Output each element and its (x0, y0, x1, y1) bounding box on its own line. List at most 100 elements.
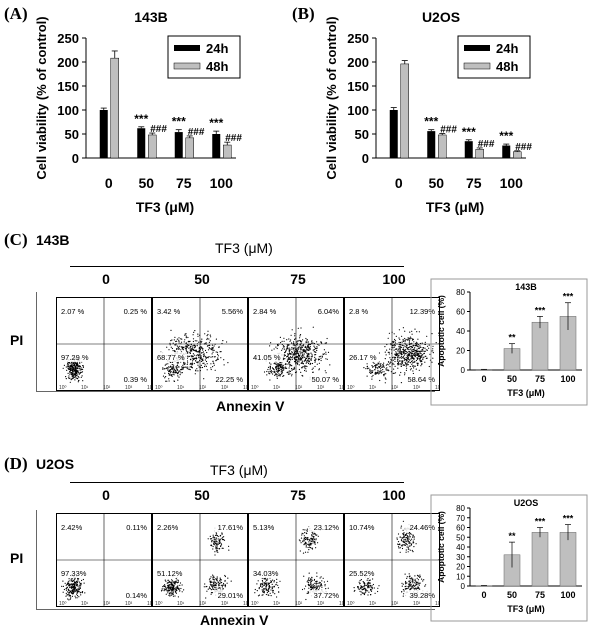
c-event-dot (301, 361, 303, 363)
a-y-tick-label: 100 (57, 103, 79, 118)
d-event-dot (302, 529, 304, 531)
d-event-dot (213, 539, 215, 541)
d-event-dot (175, 581, 177, 583)
c-event-dot (204, 349, 207, 352)
c-event-dot (416, 363, 418, 365)
c-quadrant-label-bg (252, 352, 283, 362)
d-event-dot (213, 538, 215, 540)
d-event-dot (414, 575, 416, 577)
d-event-dot (221, 533, 223, 535)
d-event-dot (72, 592, 74, 594)
c-event-dot (405, 345, 407, 347)
c-event-dot (375, 372, 377, 374)
c-event-dot (292, 355, 294, 357)
c-event-dot (315, 351, 317, 353)
d-event-dot (69, 594, 71, 597)
c-event-dot (181, 346, 183, 348)
c-event-dot (82, 380, 84, 382)
c-event-dot (306, 341, 308, 343)
d-event-dot (412, 535, 414, 537)
c-event-dot (403, 359, 405, 361)
c-x-tick-label: 100 (560, 374, 575, 384)
c-event-dot (302, 354, 304, 356)
d-event-dot (213, 582, 215, 584)
c-event-dot (299, 335, 301, 337)
c-event-dot (283, 348, 285, 350)
d-event-dot (412, 540, 414, 542)
d-event-dot (368, 586, 370, 588)
d-event-dot (211, 584, 213, 586)
c-event-dot (181, 338, 183, 340)
c-event-dot (314, 365, 316, 368)
b-y-tick-label: 100 (347, 103, 369, 118)
d-event-dot (407, 587, 409, 590)
d-event-dot (299, 550, 301, 552)
c-event-dot (275, 368, 277, 371)
c-event-dot (186, 360, 189, 362)
d-event-dot (70, 580, 73, 582)
c-event-dot (184, 339, 186, 341)
c-event-dot (193, 349, 195, 351)
d-event-dot (312, 588, 314, 590)
c-quadrant-label-bg (156, 306, 187, 316)
c-event-dot (77, 371, 79, 373)
d-event-dot (216, 545, 218, 547)
d-event-dot (310, 581, 312, 583)
c-event-dot (329, 364, 331, 366)
c-title: 143B (515, 282, 537, 292)
c-event-dot (301, 340, 303, 342)
d-event-dot (364, 584, 366, 587)
c-event-dot (288, 363, 290, 365)
d-event-dot (400, 527, 402, 529)
d-event-dot (171, 590, 173, 592)
c-event-dot (288, 347, 290, 349)
c-event-dot (281, 372, 283, 374)
c-event-dot (417, 364, 419, 366)
d-event-dot (81, 591, 84, 593)
c-event-dot (204, 333, 206, 335)
c-y-tick-label: 20 (456, 347, 465, 356)
b-legend-label: 48h (496, 59, 518, 74)
d-event-dot (78, 590, 80, 593)
d-event-dot (414, 578, 416, 580)
c-event-dot (77, 381, 79, 383)
c-event-dot (320, 359, 322, 362)
c-event-dot (68, 375, 70, 377)
c-event-dot (203, 353, 205, 355)
panel-c-frame (36, 292, 435, 392)
d-event-dot (224, 575, 226, 578)
c-event-dot (310, 358, 312, 360)
c-event-dot (390, 344, 392, 346)
c-event-dot (400, 354, 402, 356)
c-event-dot (185, 366, 187, 368)
d-event-dot (302, 541, 304, 543)
d-event-dot (306, 529, 308, 531)
c-event-dot (384, 358, 386, 360)
c-event-dot (412, 354, 414, 356)
d-event-dot (72, 590, 74, 592)
d-event-dot (305, 543, 307, 545)
d-event-dot (396, 537, 398, 539)
d-event-dot (164, 585, 166, 587)
d-event-dot (174, 581, 176, 583)
panel-letter-d: (D) (4, 454, 28, 473)
d-x-tick-label: 50 (507, 590, 517, 600)
c-event-dot (409, 365, 411, 368)
c-event-dot (201, 347, 203, 349)
d-event-dot (270, 595, 272, 597)
d-x-axis-tick: 10⁰ (155, 601, 163, 606)
d-event-dot (163, 590, 165, 592)
c-event-dot (292, 348, 294, 350)
d-event-dot (308, 585, 310, 587)
c-x-axis-tick: 10² (295, 385, 303, 390)
d-event-dot (364, 583, 366, 585)
d-event-dot (306, 592, 308, 594)
c-event-dot (291, 357, 293, 359)
c-event-dot (205, 360, 208, 363)
d-event-dot (412, 536, 414, 538)
c-event-dot (412, 360, 414, 362)
c-event-dot (211, 344, 213, 346)
d-event-dot (68, 582, 70, 584)
c-event-dot (173, 374, 175, 376)
c-event-dot (376, 367, 378, 369)
